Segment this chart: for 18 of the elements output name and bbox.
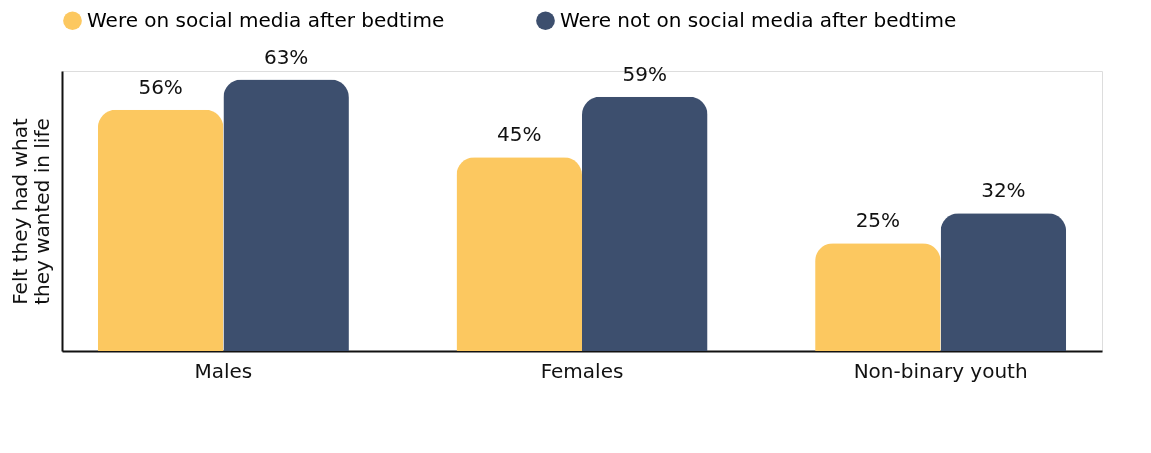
- y-axis-title: Felt they had what they wanted in life: [7, 118, 54, 305]
- legend-label: Were on social media after bedtime: [87, 7, 445, 32]
- legend-label: Were not on social media after bedtime: [560, 7, 957, 32]
- data-label: 32%: [981, 178, 1026, 203]
- bar: [97, 109, 224, 351]
- data-label: 56%: [138, 74, 183, 99]
- bar: [456, 157, 582, 351]
- bar: [815, 243, 941, 351]
- x-tick-label: Females: [540, 358, 624, 383]
- x-tick-label: Non-binary youth: [853, 358, 1028, 383]
- bar: [940, 213, 1067, 351]
- bar: [582, 96, 708, 351]
- bar: [223, 79, 349, 351]
- x-tick-label: Males: [194, 358, 253, 383]
- data-label: 59%: [622, 61, 667, 86]
- data-label: 25%: [855, 208, 901, 233]
- data-label: 63%: [263, 44, 309, 69]
- data-label: 45%: [497, 122, 542, 147]
